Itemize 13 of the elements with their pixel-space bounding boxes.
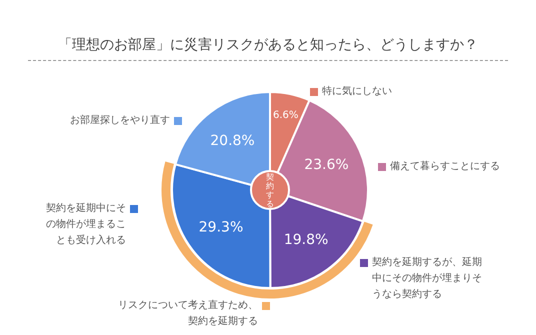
slice-label: お部屋探しをやり直す <box>69 114 170 128</box>
data-label: 29.3% <box>198 220 244 236</box>
chart-title: 「理想のお部屋」に災害リスクがあると知ったら、どうしますか？ <box>57 36 479 54</box>
data-label: 20.8% <box>210 132 255 149</box>
text: 契約する <box>266 172 274 208</box>
legend-label: 契約を延期するが、延期中にその物件が埋まりそうなら契約する <box>372 256 483 302</box>
data-label: 19.8% <box>284 232 328 248</box>
legend-label: 備えて暮らすことにする <box>390 160 501 174</box>
data-label: 23.6% <box>304 157 349 174</box>
legend-label: 特に気にしない <box>322 84 393 99</box>
slice-label: 契約を延期中にその物件が埋まることも受け入れる <box>45 202 126 248</box>
data-label: 6.6% <box>273 110 298 122</box>
text: リスクについて考え直すため、契約を延期する <box>117 298 258 329</box>
